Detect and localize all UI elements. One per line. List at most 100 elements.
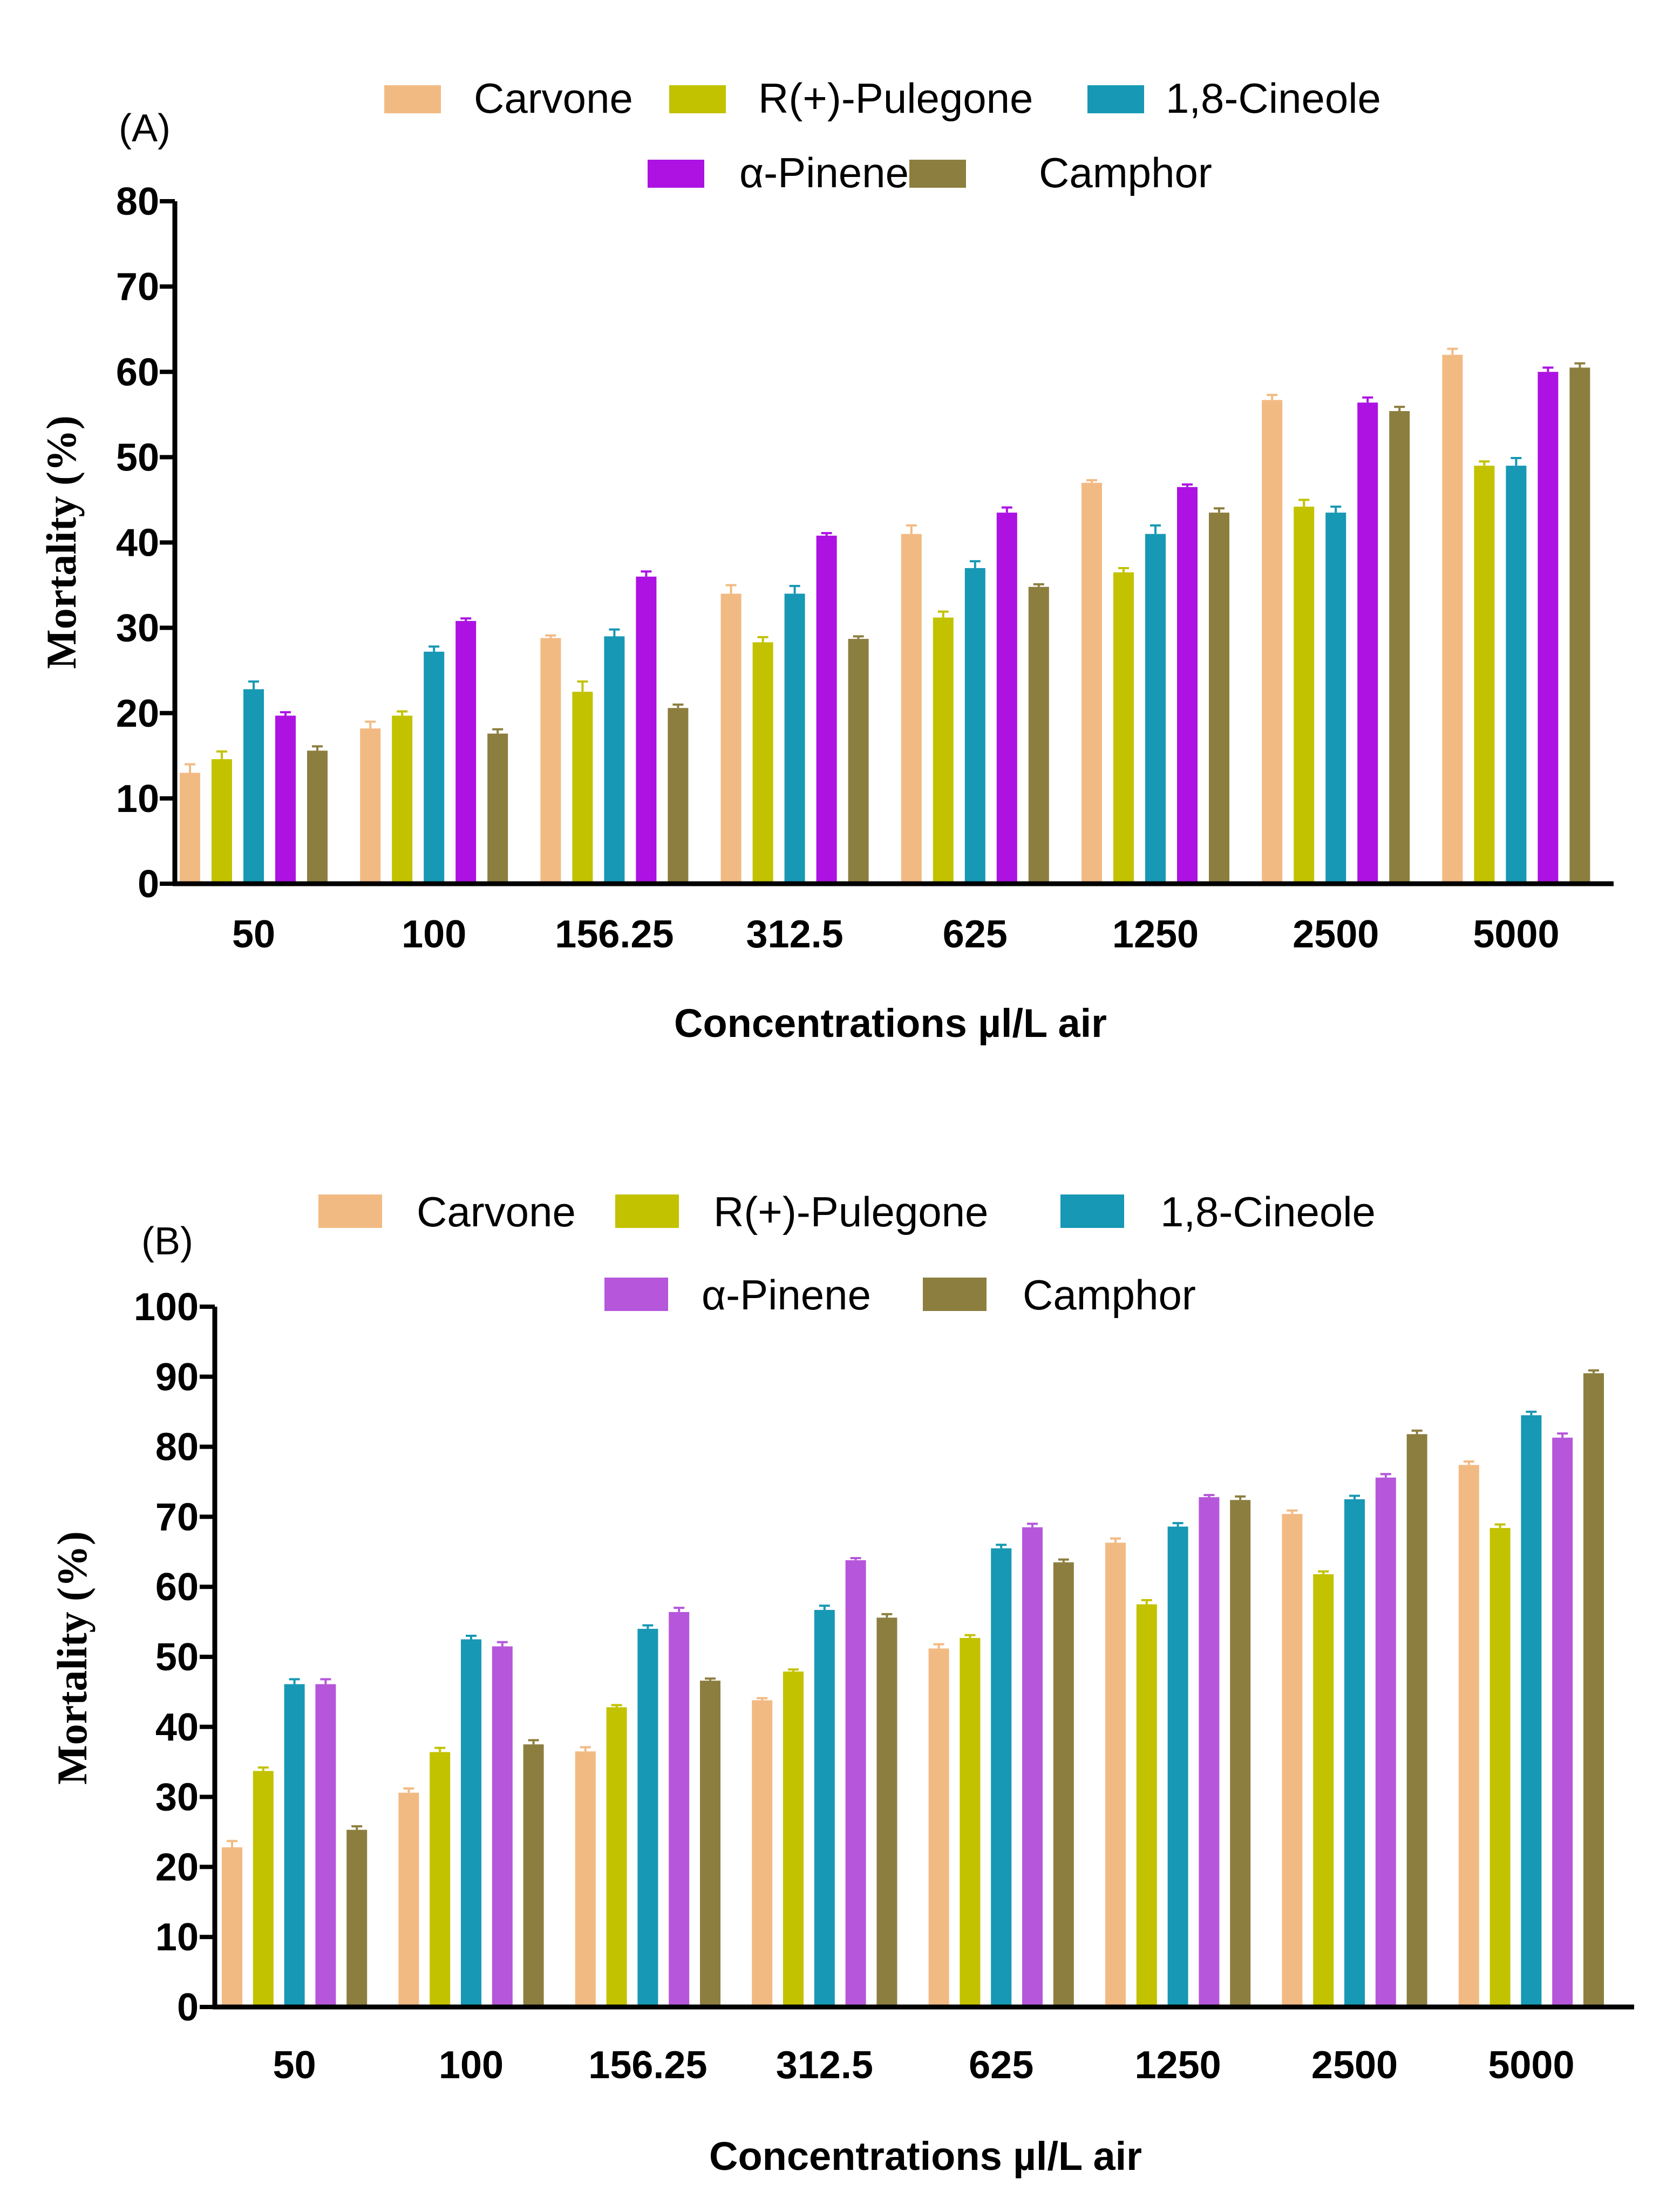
panel-a-error-bar (1511, 456, 1522, 466)
panel-a-bar-camphor-5000 (1569, 367, 1590, 884)
panel-b-bar-r-pulegone-156_25 (606, 1707, 627, 2007)
panel-b-bar-carvone-5000 (1458, 1465, 1479, 2007)
panel-b-x-tick-label: 1250 (1135, 2044, 1221, 2087)
panel-b-legend-item-carvone: Carvone (318, 1188, 576, 1235)
legend-label-camphor: Camphor (1039, 149, 1212, 196)
panel-b-error-bar (1110, 1537, 1121, 1543)
panel-b-error-bar (642, 1624, 654, 1629)
panel-a-bar-pinene-2500 (1357, 402, 1378, 884)
panel-a-error-bar (248, 680, 259, 689)
panel-b-y-tick-label: 30 (155, 1776, 199, 1819)
panel-b-y-tick-label: 20 (155, 1846, 199, 1889)
panel-b-error-bar (1349, 1494, 1360, 1499)
panel-a-error-bar (545, 634, 556, 638)
panel-a-y-tick-label: 50 (116, 436, 159, 479)
panel-b-legend-item-pulegone: R(+)-Pulegone (615, 1188, 988, 1235)
panel-a-bar-carvone-312_5 (720, 593, 742, 884)
panel-a-bar-camphor-1250 (1209, 513, 1229, 884)
panel-a-error-bar (1182, 483, 1193, 487)
panel-a-legend-item-pulegone: R(+)-Pulegone (669, 74, 1033, 122)
panel-b-bar-pinene-1250 (1199, 1497, 1220, 2007)
panel-b-bar-camphor-100 (523, 1744, 544, 2007)
panel-b-bar-carvone-50 (222, 1847, 242, 2007)
legend-label-carvone: Carvone (474, 74, 633, 122)
panel-b-bar-camphor-2500 (1406, 1434, 1427, 2007)
panel-a-x-tick-label: 1250 (1112, 913, 1199, 956)
panel-b-x-tick-label: 100 (439, 2044, 504, 2087)
panel-b-error-bar (1411, 1429, 1423, 1435)
panel-a-bar-carvone-5000 (1442, 354, 1463, 884)
panel-b-bar-1-8-cineole-156_25 (637, 1629, 658, 2007)
panel-b-bar-camphor-1250 (1230, 1500, 1251, 2007)
panel-b-legend: Carvone R(+)-Pulegone 1,8-Cineole α-Pine… (318, 1188, 1376, 1319)
panel-b-bar-1-8-cineole-5000 (1521, 1415, 1542, 2007)
panel-a-error-bar (397, 710, 408, 716)
legend-label-pulegone: R(+)-Pulegone (758, 74, 1033, 122)
panel-b-bar-carvone-2500 (1282, 1514, 1303, 2007)
panel-b-x-axis-label: Concentrations µl/L air (709, 2134, 1142, 2179)
legend-label-camphor: Camphor (1023, 1271, 1196, 1319)
panel-a-error-bar (853, 635, 864, 639)
panel-b-bar-1-8-cineole-2500 (1344, 1499, 1365, 2007)
panel-b-label: (B) (141, 1220, 193, 1263)
panel-a-error-bar (312, 745, 323, 751)
panel-a-error-bar (1033, 583, 1044, 587)
panel-b-legend-item-camphor: Camphor (923, 1271, 1196, 1319)
panel-a-bar-pinene-1250 (1177, 487, 1198, 884)
panel-a-x-tick-label: 625 (943, 913, 1008, 956)
panel-b-x-tick-label: 50 (273, 2044, 316, 2087)
panel-b-error-bar (964, 1634, 976, 1638)
panel-a-error-bar (906, 524, 917, 534)
panel-b-x-tick-label: 5000 (1488, 2044, 1574, 2087)
panel-a-bars (180, 347, 1590, 884)
panel-b-error-bar (757, 1697, 768, 1701)
panel-b-bar-1-8-cineole-625 (991, 1548, 1012, 2007)
legend-swatch-pulegone (615, 1194, 679, 1228)
panel-b-bar-camphor-625 (1053, 1562, 1074, 2007)
panel-a-bar-pinene-156_25 (636, 576, 657, 884)
panel-a-bar-r-pulegone-2500 (1294, 507, 1315, 884)
panel-a-y-tick-label: 30 (116, 607, 159, 650)
panel-a-bar-1-8-cineole-1250 (1145, 534, 1166, 884)
panel-b-y-tick-label: 80 (155, 1426, 199, 1469)
panel-b-error-bar (496, 1641, 508, 1647)
panel-a-x-tick-label: 100 (402, 913, 466, 956)
panel-a-bar-camphor-50 (307, 750, 328, 884)
panel-a-bar-1-8-cineole-100 (424, 651, 445, 884)
panel-a-y-tick-label: 70 (116, 265, 159, 309)
panel-a-bar-r-pulegone-50 (212, 759, 232, 884)
legend-swatch-carvone (318, 1194, 382, 1228)
panel-a-bar-carvone-50 (180, 773, 200, 884)
panel-a-y-tick-label: 40 (116, 522, 159, 565)
panel-a-bar-1-8-cineole-50 (243, 689, 264, 884)
panel-a-y-tick-label: 60 (116, 351, 159, 394)
panel-b-bar-r-pulegone-50 (253, 1771, 274, 2007)
panel-b-y-tick-label: 40 (155, 1706, 199, 1749)
legend-swatch-pulegone (669, 85, 726, 113)
panel-a-bar-pinene-5000 (1538, 372, 1559, 884)
panel-b-error-bar (1058, 1558, 1069, 1562)
panel-a-y-tick-label: 10 (116, 777, 159, 821)
panel-b-error-bar (1287, 1509, 1298, 1514)
panel-a-error-bar (937, 610, 949, 618)
panel-b-error-bar (933, 1643, 944, 1649)
panel-a-bar-camphor-100 (487, 733, 508, 884)
legend-label-cineole: 1,8-Cineole (1160, 1188, 1376, 1235)
panel-b-error-bar (611, 1704, 622, 1708)
legend-label-cineole: 1,8-Cineole (1166, 74, 1381, 122)
panel-b-bar-r-pulegone-625 (960, 1637, 981, 2007)
panel-b-error-bar (1027, 1523, 1038, 1527)
legend-label-pinene: α-Pinene (739, 149, 909, 196)
panel-a-legend-item-carvone: Carvone (384, 74, 633, 122)
panel-b-error-bar (674, 1607, 685, 1612)
panel-a-error-bar (1574, 362, 1586, 368)
panel-b-error-bar (466, 1635, 477, 1640)
panel-a-error-bar (725, 584, 737, 594)
panel-b-bar-1-8-cineole-50 (284, 1684, 305, 2007)
panel-a-error-bar (609, 628, 620, 637)
panel-a-bar-carvone-625 (901, 534, 922, 884)
panel-b-y-tick-label: 90 (155, 1356, 199, 1399)
panel-a-error-bar (1447, 347, 1458, 355)
panel-a-bar-r-pulegone-156_25 (572, 692, 593, 884)
panel-b-bar-pinene-625 (1022, 1527, 1043, 2007)
